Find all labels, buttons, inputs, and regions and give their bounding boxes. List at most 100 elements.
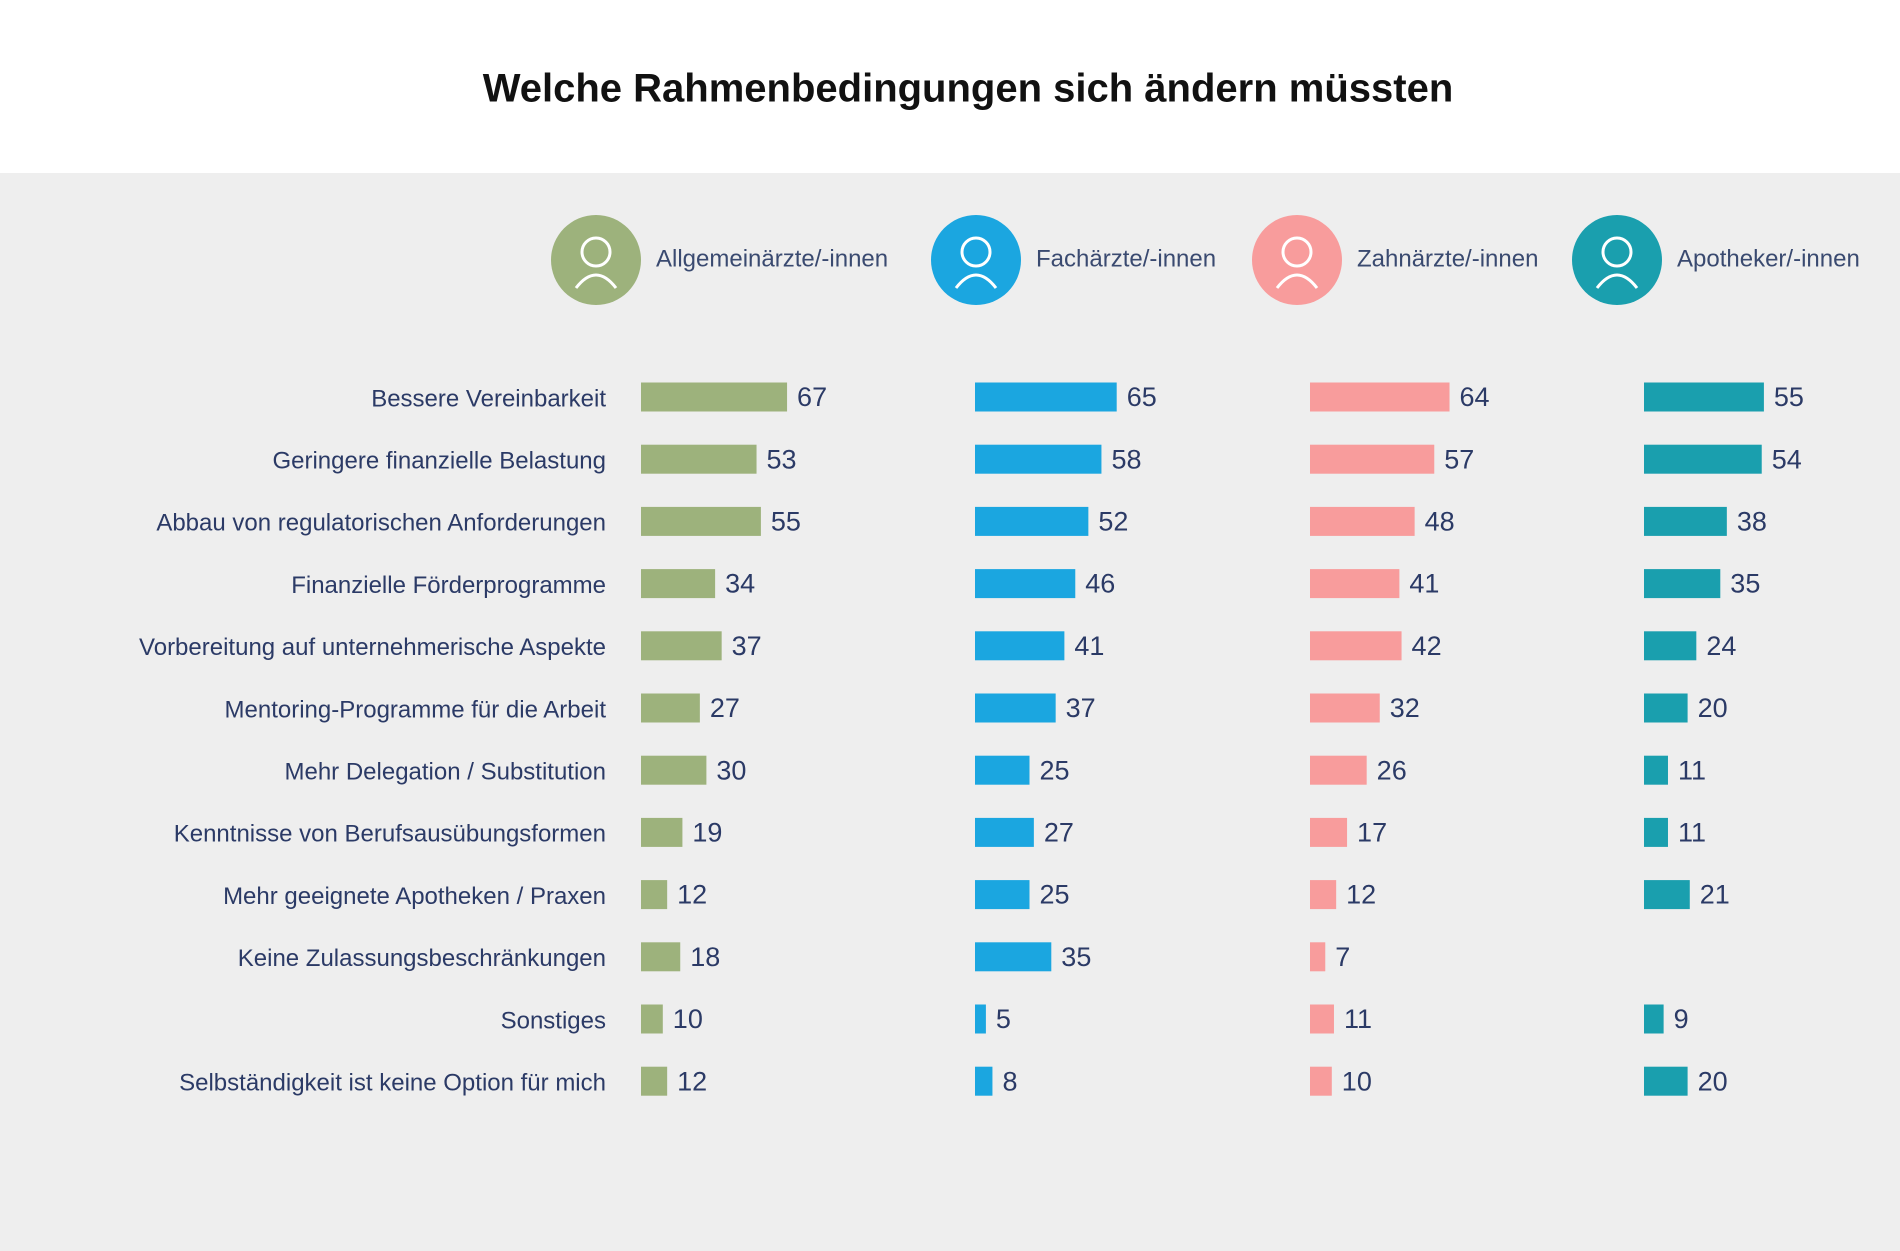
- value-label: 53: [767, 444, 797, 474]
- value-label: 64: [1460, 382, 1490, 412]
- category-label: Selbständigkeit ist keine Option für mic…: [179, 1070, 606, 1097]
- bar: [1310, 569, 1400, 599]
- category-label: Finanzielle Förderprogramme: [291, 572, 606, 599]
- legend-icon-detail: [1275, 273, 1319, 289]
- bar: [1310, 444, 1435, 474]
- bar: [1644, 693, 1688, 723]
- bar: [975, 817, 1034, 847]
- value-label: 35: [1730, 569, 1760, 599]
- value-label: 27: [710, 693, 740, 723]
- bar: [1644, 506, 1727, 536]
- value-label: 67: [797, 382, 827, 412]
- legend-icon-detail: [960, 236, 992, 268]
- value-label: 20: [1698, 693, 1728, 723]
- bar: [1310, 382, 1450, 412]
- value-label: 10: [1342, 1066, 1372, 1096]
- legend-label: Fachärzte/-innen: [1036, 245, 1216, 272]
- bar: [641, 382, 788, 412]
- bar: [641, 631, 722, 661]
- legend-icon-detail: [1595, 273, 1639, 289]
- legend-label: Allgemeinärzte/-innen: [656, 245, 888, 272]
- bar: [975, 942, 1052, 972]
- bar: [975, 569, 1076, 599]
- legend-icon-detail: [1281, 236, 1313, 268]
- bar: [1644, 1066, 1688, 1096]
- value-label: 19: [692, 818, 722, 848]
- value-label: 12: [677, 880, 707, 910]
- value-label: 9: [1674, 1004, 1689, 1034]
- value-label: 11: [1678, 818, 1706, 848]
- value-label: 26: [1377, 755, 1407, 785]
- legend-icon: [1252, 215, 1342, 305]
- value-label: 46: [1085, 569, 1115, 599]
- bar: [1310, 880, 1337, 910]
- bar: [975, 1066, 993, 1096]
- category-label: Mentoring-Programme für die Arbeit: [225, 696, 607, 723]
- value-label: 38: [1737, 507, 1767, 537]
- bar: [1310, 1004, 1334, 1034]
- legend-icon-detail: [574, 273, 618, 289]
- bar: [641, 880, 668, 910]
- value-label: 5: [996, 1004, 1011, 1034]
- background: [0, 173, 1900, 1251]
- value-label: 12: [1346, 880, 1376, 910]
- category-label: Kenntnisse von Berufsausübungsformen: [174, 821, 606, 848]
- value-label: 25: [1040, 880, 1070, 910]
- value-label: 34: [725, 569, 755, 599]
- bar: [1644, 817, 1668, 847]
- category-label: Mehr geeignete Apotheken / Praxen: [223, 883, 606, 910]
- category-label: Keine Zulassungsbeschränkungen: [238, 945, 606, 972]
- value-label: 35: [1061, 942, 1091, 972]
- bar: [641, 444, 757, 474]
- value-label: 17: [1357, 818, 1387, 848]
- bar: [1310, 693, 1380, 723]
- value-label: 18: [690, 942, 720, 972]
- category-label: Bessere Vereinbarkeit: [371, 385, 606, 412]
- bar: [975, 631, 1065, 661]
- value-label: 54: [1772, 444, 1802, 474]
- bar: [641, 1066, 668, 1096]
- bar: [975, 755, 1030, 785]
- value-label: 24: [1706, 631, 1736, 661]
- bar: [1310, 506, 1415, 536]
- value-label: 41: [1409, 569, 1439, 599]
- legend-icon: [551, 215, 641, 305]
- category-label: Mehr Delegation / Substitution: [284, 759, 606, 786]
- bar: [975, 382, 1117, 412]
- value-label: 37: [1066, 693, 1096, 723]
- bar: [1644, 631, 1697, 661]
- bar: [1644, 880, 1690, 910]
- bar: [1310, 942, 1326, 972]
- bar: [1644, 444, 1762, 474]
- legend-icon-detail: [580, 236, 612, 268]
- bar: [975, 1004, 986, 1034]
- legend-label: Zahnärzte/-innen: [1357, 245, 1538, 272]
- bar: [1310, 1066, 1332, 1096]
- bar: [641, 755, 707, 785]
- value-label: 48: [1425, 507, 1455, 537]
- chart-title: Welche Rahmenbedingungen sich ändern müs…: [483, 67, 1454, 111]
- bar: [1644, 755, 1668, 785]
- legend-icon: [1572, 215, 1662, 305]
- category-label: Sonstiges: [501, 1007, 606, 1034]
- bar: [975, 444, 1102, 474]
- bar: [641, 942, 681, 972]
- bar: [1310, 817, 1348, 847]
- value-label: 30: [716, 755, 746, 785]
- category-label: Geringere finanzielle Belastung: [272, 448, 606, 475]
- value-label: 65: [1127, 382, 1157, 412]
- bar: [975, 880, 1030, 910]
- value-label: 20: [1698, 1066, 1728, 1096]
- legend-icon-detail: [954, 273, 998, 289]
- bar: [1310, 631, 1402, 661]
- bar: [1310, 755, 1367, 785]
- value-label: 32: [1390, 693, 1420, 723]
- value-label: 55: [1774, 382, 1804, 412]
- bar: [641, 506, 761, 536]
- value-label: 57: [1444, 444, 1474, 474]
- value-label: 52: [1098, 507, 1128, 537]
- bar: [1644, 569, 1721, 599]
- bar: [641, 1004, 663, 1034]
- category-label: Vorbereitung auf unternehmerische Aspekt…: [139, 634, 606, 661]
